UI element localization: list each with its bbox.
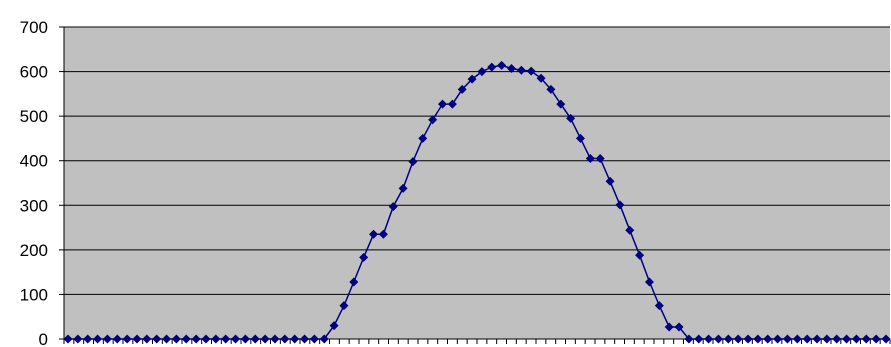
data-point — [418, 133, 428, 143]
data-point — [181, 334, 191, 344]
data-point — [635, 250, 645, 260]
data-point — [694, 334, 704, 344]
data-point — [63, 334, 73, 344]
data-point — [221, 334, 231, 344]
data-point — [83, 334, 93, 344]
data-point — [861, 334, 871, 344]
data-point — [487, 62, 497, 72]
y-tick-label: 400 — [20, 152, 48, 171]
data-point — [546, 84, 556, 94]
data-point — [191, 334, 201, 344]
data-point — [792, 334, 802, 344]
data-point — [438, 99, 448, 109]
data-point — [842, 334, 852, 344]
data-point — [595, 153, 605, 163]
data-point — [832, 334, 842, 344]
data-point — [369, 229, 379, 239]
data-point — [132, 334, 142, 344]
data-point — [851, 334, 861, 344]
data-point — [556, 99, 566, 109]
data-point — [743, 334, 753, 344]
data-point — [359, 252, 369, 262]
data-point — [378, 229, 388, 239]
data-point — [644, 277, 654, 287]
data-point — [516, 65, 526, 75]
data-point — [575, 133, 585, 143]
data-point — [270, 334, 280, 344]
data-point — [822, 334, 832, 344]
y-tick-label: 100 — [20, 285, 48, 304]
y-tick-label: 500 — [20, 107, 48, 126]
data-point — [674, 322, 684, 332]
data-point — [763, 334, 773, 344]
data-point — [536, 73, 546, 83]
data-point — [684, 334, 694, 344]
data-point — [428, 115, 438, 125]
y-tick-label: 200 — [20, 241, 48, 260]
y-tick-label: 0 — [39, 330, 48, 347]
data-point — [162, 334, 172, 344]
data-point — [477, 67, 487, 77]
data-point — [250, 334, 260, 344]
data-point — [457, 84, 467, 94]
data-point — [408, 157, 418, 167]
data-point — [526, 66, 536, 76]
data-point — [122, 334, 132, 344]
data-point — [723, 334, 733, 344]
data-point — [664, 322, 674, 332]
y-axis: 0 100 200 300 400 500 600 700 — [20, 18, 65, 347]
data-point — [704, 334, 714, 344]
data-point — [309, 334, 319, 344]
data-point — [497, 60, 507, 70]
plot-area — [64, 27, 890, 339]
data-point — [773, 334, 783, 344]
data-point — [585, 153, 595, 163]
data-point — [142, 334, 152, 344]
data-point — [240, 334, 250, 344]
data-point — [319, 334, 329, 344]
data-point — [329, 321, 339, 331]
data-point — [349, 277, 359, 287]
data-point — [802, 334, 812, 344]
data-point — [231, 334, 241, 344]
data-point — [93, 334, 103, 344]
data-point — [615, 200, 625, 210]
data-point — [713, 334, 723, 344]
data-point — [339, 301, 349, 311]
gridlines — [64, 26, 890, 295]
data-point — [280, 334, 290, 344]
data-point — [753, 334, 763, 344]
data-point — [447, 99, 457, 109]
data-point — [881, 334, 891, 344]
data-point — [300, 334, 310, 344]
data-point — [260, 334, 270, 344]
y-tick-label: 600 — [20, 63, 48, 82]
data-point — [73, 334, 83, 344]
data-point — [566, 113, 576, 123]
data-point — [201, 334, 211, 344]
data-point — [654, 301, 664, 311]
data-point — [290, 334, 300, 344]
data-point — [211, 334, 221, 344]
data-point — [152, 334, 162, 344]
data-point — [733, 334, 743, 344]
data-point — [782, 334, 792, 344]
data-point — [605, 176, 615, 186]
y-tick-label: 700 — [20, 18, 48, 37]
data-point — [398, 183, 408, 193]
y-tick-label: 300 — [20, 196, 48, 215]
data-point — [112, 334, 122, 344]
data-point — [625, 225, 635, 235]
data-point — [506, 63, 516, 73]
data-point — [388, 202, 398, 212]
data-point — [467, 74, 477, 84]
data-point — [171, 334, 181, 344]
data-point — [102, 334, 112, 344]
series-markers — [63, 60, 891, 344]
data-point — [871, 334, 881, 344]
data-point — [812, 334, 822, 344]
